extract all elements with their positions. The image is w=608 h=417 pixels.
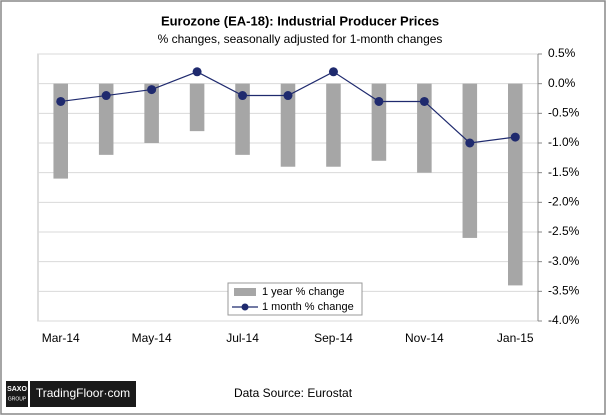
marker bbox=[510, 132, 520, 142]
bar bbox=[417, 83, 432, 173]
marker bbox=[465, 138, 475, 148]
x-tick-label: May-14 bbox=[132, 331, 172, 345]
y-tick-label: -3.5% bbox=[548, 284, 580, 298]
legend: 1 year % change 1 month % change bbox=[227, 282, 363, 316]
x-tick-label: Sep-14 bbox=[314, 331, 353, 345]
x-tick-label: Nov-14 bbox=[405, 331, 444, 345]
marker bbox=[238, 91, 248, 101]
chart-subtitle: % changes, seasonally adjusted for 1-mon… bbox=[158, 32, 443, 46]
y-tick-label: -3.0% bbox=[548, 254, 580, 268]
bar bbox=[280, 83, 296, 167]
marker bbox=[419, 96, 429, 106]
bar bbox=[235, 83, 250, 155]
logo-top: SAXO bbox=[7, 386, 27, 393]
y-tick-label: -2.5% bbox=[548, 224, 580, 238]
y-tick-label: -0.5% bbox=[548, 106, 580, 120]
bar bbox=[462, 83, 478, 238]
y-tick-label: -4.0% bbox=[548, 313, 580, 327]
legend-swatch bbox=[241, 303, 249, 311]
marker bbox=[56, 96, 66, 106]
marker bbox=[192, 67, 202, 77]
bar bbox=[189, 83, 205, 132]
brand: TradingFloor·com bbox=[36, 386, 130, 400]
bar bbox=[98, 83, 114, 155]
brand-box bbox=[30, 381, 136, 407]
x-tick-label: Jan-15 bbox=[497, 331, 534, 345]
legend-swatch bbox=[234, 288, 256, 296]
legend-label: 1 month % change bbox=[262, 301, 354, 313]
marker bbox=[101, 91, 111, 101]
bar bbox=[144, 83, 159, 143]
chart-title: Eurozone (EA-18): Industrial Producer Pr… bbox=[161, 13, 439, 28]
marker bbox=[374, 96, 384, 106]
bar bbox=[326, 83, 341, 167]
y-tick-label: -2.0% bbox=[548, 195, 580, 209]
x-tick-label: Jul-14 bbox=[226, 331, 259, 345]
logo: SAXO GROUP TradingFloor·com bbox=[6, 381, 136, 407]
y-tick-label: -1.5% bbox=[548, 165, 580, 179]
bar bbox=[508, 83, 523, 286]
logo-bottom: GROUP bbox=[8, 396, 27, 402]
logo-box bbox=[6, 381, 28, 407]
y-tick-label: 0.0% bbox=[548, 76, 576, 90]
marker bbox=[328, 67, 338, 77]
legend-label: 1 year % change bbox=[262, 286, 345, 298]
bar bbox=[371, 83, 387, 161]
y-tick-label: -1.0% bbox=[548, 135, 580, 149]
bar bbox=[53, 83, 68, 179]
x-tick-label: Mar-14 bbox=[42, 331, 80, 345]
marker bbox=[147, 85, 157, 95]
y-tick-label: 0.5% bbox=[548, 46, 576, 60]
marker bbox=[283, 91, 293, 101]
source: Data Source: Eurostat bbox=[234, 386, 353, 400]
